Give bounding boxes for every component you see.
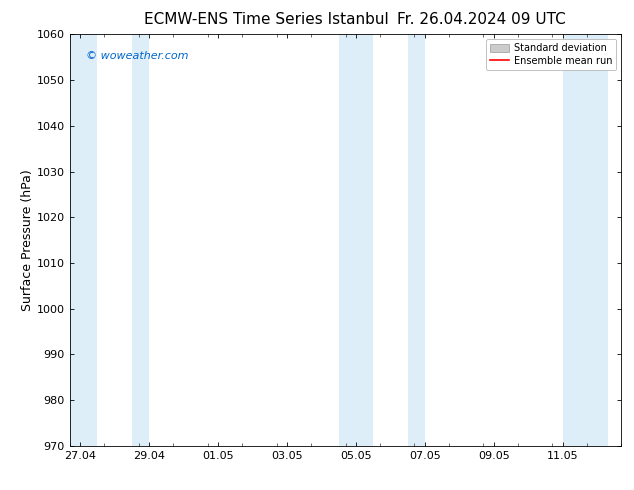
Y-axis label: Surface Pressure (hPa): Surface Pressure (hPa): [21, 169, 34, 311]
Bar: [70, 34, 97, 446]
Bar: [132, 34, 149, 446]
Text: Fr. 26.04.2024 09 UTC: Fr. 26.04.2024 09 UTC: [398, 12, 566, 27]
Bar: [563, 34, 607, 446]
Bar: [339, 34, 373, 446]
Bar: [408, 34, 425, 446]
Text: ECMW-ENS Time Series Istanbul: ECMW-ENS Time Series Istanbul: [144, 12, 389, 27]
Text: © woweather.com: © woweather.com: [86, 51, 189, 61]
Legend: Standard deviation, Ensemble mean run: Standard deviation, Ensemble mean run: [486, 39, 616, 70]
